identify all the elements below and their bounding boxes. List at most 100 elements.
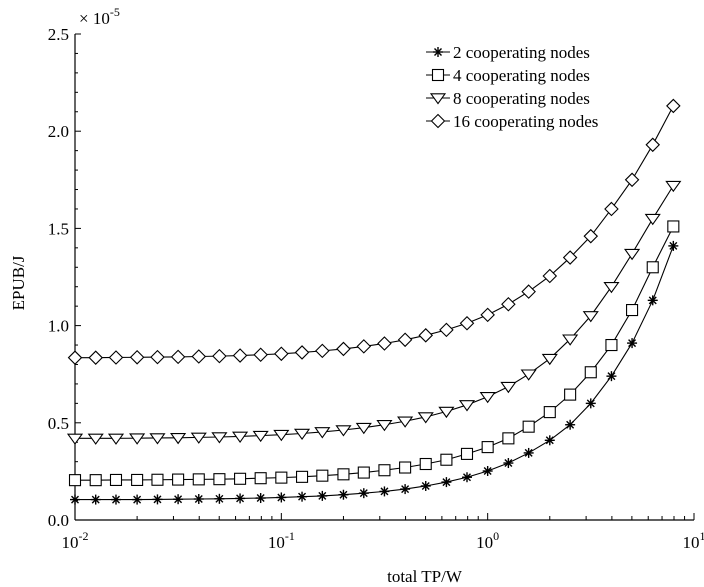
series-point xyxy=(623,248,641,261)
series-point xyxy=(624,172,640,188)
series-point xyxy=(461,472,472,483)
x-tick-exponent: -2 xyxy=(79,529,89,543)
legend-marker xyxy=(433,47,443,57)
series-point xyxy=(88,350,103,365)
series-point xyxy=(315,343,330,359)
y-tick-label: 2.0 xyxy=(48,122,69,141)
x-tick-label: 10-2 xyxy=(62,529,89,552)
series-point xyxy=(583,228,599,244)
series-point xyxy=(500,381,517,394)
series-point xyxy=(338,489,349,500)
series-point xyxy=(482,466,493,477)
series-point xyxy=(441,477,452,488)
series-point xyxy=(293,428,311,441)
series-point xyxy=(440,453,453,466)
series-point xyxy=(584,366,597,379)
legend-label: 2 cooperating nodes xyxy=(453,43,590,62)
series-point xyxy=(645,137,661,153)
series-point xyxy=(150,349,165,365)
series-point xyxy=(273,429,290,442)
series-point xyxy=(626,303,639,317)
series-point xyxy=(522,420,535,433)
legend-marker xyxy=(431,68,445,82)
series-point xyxy=(418,328,434,343)
series-point xyxy=(355,422,372,435)
legend-label: 16 cooperating nodes xyxy=(453,112,598,131)
series-point xyxy=(627,338,638,349)
series-point xyxy=(458,400,476,412)
series-point xyxy=(646,261,659,274)
series-point xyxy=(667,220,680,233)
series-point xyxy=(192,473,205,486)
series-point xyxy=(501,296,516,312)
series-point xyxy=(132,494,143,505)
series-point xyxy=(275,471,288,484)
series-point xyxy=(417,412,434,424)
series-point xyxy=(520,369,537,381)
series-point xyxy=(211,432,228,444)
legend-marker xyxy=(429,93,447,105)
series-2 xyxy=(68,220,680,487)
series-line xyxy=(75,226,674,481)
series-point xyxy=(317,490,328,501)
series-point xyxy=(70,494,80,505)
series-point xyxy=(479,392,496,404)
series-point xyxy=(336,341,351,357)
series-point xyxy=(191,349,207,364)
series-point xyxy=(90,494,101,505)
series-point xyxy=(564,388,577,401)
series-point xyxy=(397,416,414,428)
series-point xyxy=(665,180,682,193)
series-point xyxy=(170,349,186,365)
series-point xyxy=(297,491,308,502)
series-point xyxy=(481,441,494,454)
legend-entry: 2 cooperating nodes xyxy=(426,43,590,62)
series-point xyxy=(107,433,125,445)
legend-label: 4 cooperating nodes xyxy=(453,66,590,85)
series-point xyxy=(420,480,431,491)
series-point xyxy=(170,433,187,445)
series-point xyxy=(666,98,681,114)
legend-entry: 4 cooperating nodes xyxy=(426,66,590,85)
series-point xyxy=(151,473,164,486)
legend-entry: 16 cooperating nodes xyxy=(426,112,598,131)
series-point xyxy=(295,470,309,483)
y-tick-label: 0.5 xyxy=(48,414,69,433)
series-point xyxy=(460,447,474,460)
series-point xyxy=(109,473,123,487)
series-point xyxy=(480,307,495,323)
series-1 xyxy=(70,240,679,505)
series-line xyxy=(75,245,674,501)
legend-marker xyxy=(430,113,446,129)
x-tick-exponent: 0 xyxy=(493,529,499,543)
series-point xyxy=(232,348,248,363)
series-point xyxy=(172,473,185,486)
series-point xyxy=(357,466,370,479)
series-point xyxy=(190,432,207,444)
series-point xyxy=(235,493,246,504)
series-point xyxy=(397,332,413,348)
series-point xyxy=(377,336,392,351)
y-tick-label: 1.5 xyxy=(48,219,69,238)
series-point xyxy=(647,295,658,306)
series-point xyxy=(606,371,617,382)
y-multiplier: × 10-5 xyxy=(79,5,120,28)
series-point xyxy=(439,322,454,338)
series-point xyxy=(110,494,121,505)
series-point xyxy=(131,473,144,487)
y-tick-label: 2.5 xyxy=(48,25,69,44)
series-point xyxy=(521,284,536,299)
legend-entry: 8 cooperating nodes xyxy=(426,89,590,108)
series-point xyxy=(562,250,578,265)
y-tick-label: 1.0 xyxy=(48,317,69,336)
series-point xyxy=(603,281,620,294)
series-point xyxy=(399,461,412,474)
y-axis-label: EPUB/J xyxy=(9,255,28,310)
series-point xyxy=(276,492,287,503)
x-tick-exponent: 1 xyxy=(700,529,704,543)
series-point xyxy=(314,427,331,439)
series-point xyxy=(644,213,661,226)
series-point xyxy=(193,494,204,505)
series-point xyxy=(173,494,184,505)
